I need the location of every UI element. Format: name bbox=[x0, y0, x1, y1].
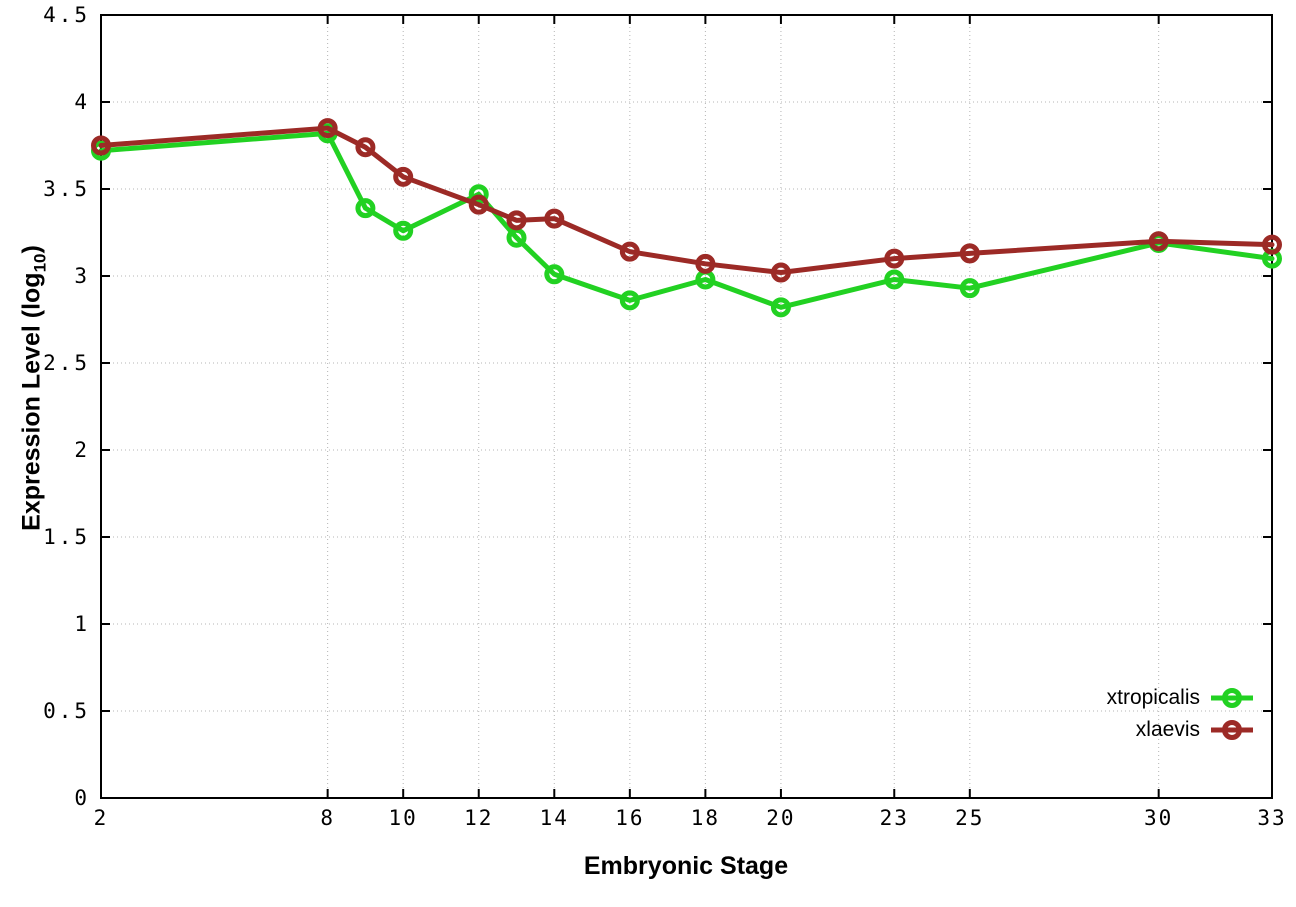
data-point-marker-xlaevis bbox=[695, 253, 716, 274]
data-point-marker-xlaevis bbox=[506, 210, 527, 231]
x-tick-label: 2 bbox=[94, 806, 109, 830]
x-tick-label: 16 bbox=[615, 806, 644, 830]
y-tick-label: 3 bbox=[74, 264, 90, 288]
y-tick-label: 4.5 bbox=[43, 3, 90, 27]
y-axis-label-close: ) bbox=[17, 245, 46, 254]
x-tick-label: 23 bbox=[880, 806, 909, 830]
legend-entry-xlaevis: xlaevis bbox=[1136, 714, 1254, 746]
x-axis-label: Embryonic Stage bbox=[583, 852, 789, 880]
y-axis-label-subscript: 10 bbox=[30, 253, 50, 273]
x-tick-label: 25 bbox=[955, 806, 984, 830]
series-line-xlaevis bbox=[98, 125, 1275, 276]
y-tick-label: 2.5 bbox=[43, 351, 90, 375]
data-point-marker-xlaevis bbox=[959, 243, 980, 264]
data-point-marker-xlaevis bbox=[770, 262, 791, 283]
data-point-marker-xlaevis bbox=[468, 194, 489, 215]
legend-entry-xtropicalis: xtropicalis bbox=[1107, 682, 1254, 714]
y-tick-label: 0 bbox=[74, 786, 90, 810]
y-tick-label: 2 bbox=[74, 438, 90, 462]
line-marker-sample-xtropicalis bbox=[1211, 688, 1253, 708]
y-tick-label: 1 bbox=[74, 612, 90, 636]
data-point-marker-xlaevis bbox=[393, 166, 414, 187]
y-tick-label: 3.5 bbox=[43, 177, 90, 201]
x-tick-label: 10 bbox=[389, 806, 418, 830]
data-point-marker-xtropicalis bbox=[393, 220, 414, 241]
data-point-marker-xlaevis bbox=[1262, 234, 1282, 255]
data-point-marker-xtropicalis bbox=[770, 297, 791, 318]
data-point-marker-xlaevis bbox=[91, 135, 111, 156]
y-tick-label: 1.5 bbox=[43, 525, 90, 549]
series-line-xtropicalis bbox=[98, 130, 1275, 310]
x-tick-label: 33 bbox=[1257, 806, 1286, 830]
data-point-marker-xlaevis bbox=[317, 118, 338, 139]
x-tick-label: 14 bbox=[540, 806, 569, 830]
x-tick-label: 30 bbox=[1144, 806, 1173, 830]
x-tick-label: 12 bbox=[464, 806, 493, 830]
data-point-marker-xtropicalis bbox=[355, 198, 376, 219]
data-point-marker-xlaevis bbox=[355, 137, 376, 158]
legend: xtropicalis xlaevis bbox=[1107, 682, 1254, 746]
data-point-marker-xtropicalis bbox=[959, 278, 980, 299]
data-point-marker-xlaevis bbox=[1148, 231, 1169, 252]
data-point-marker-xlaevis bbox=[619, 241, 640, 262]
y-tick-label: 4 bbox=[74, 90, 90, 114]
data-point-marker-xlaevis bbox=[544, 208, 565, 229]
y-axis-label: Expression Level (log10) bbox=[18, 245, 51, 531]
legend-label-xlaevis: xlaevis bbox=[1135, 718, 1200, 741]
data-point-marker-xtropicalis bbox=[619, 290, 640, 311]
x-tick-label: 20 bbox=[766, 806, 795, 830]
line-marker-sample-xlaevis bbox=[1211, 720, 1253, 740]
x-tick-label: 8 bbox=[320, 806, 335, 830]
x-tick-label: 18 bbox=[691, 806, 720, 830]
data-point-marker-xtropicalis bbox=[468, 184, 489, 205]
y-tick-label: 0.5 bbox=[43, 699, 90, 723]
plot-border bbox=[100, 14, 1273, 799]
data-point-marker-xtropicalis bbox=[884, 269, 905, 290]
data-point-marker-xtropicalis bbox=[544, 264, 565, 285]
data-point-marker-xlaevis bbox=[884, 248, 905, 269]
legend-label-xtropicalis: xtropicalis bbox=[1106, 686, 1200, 709]
y-axis-label-text: Expression Level (log bbox=[17, 272, 46, 531]
